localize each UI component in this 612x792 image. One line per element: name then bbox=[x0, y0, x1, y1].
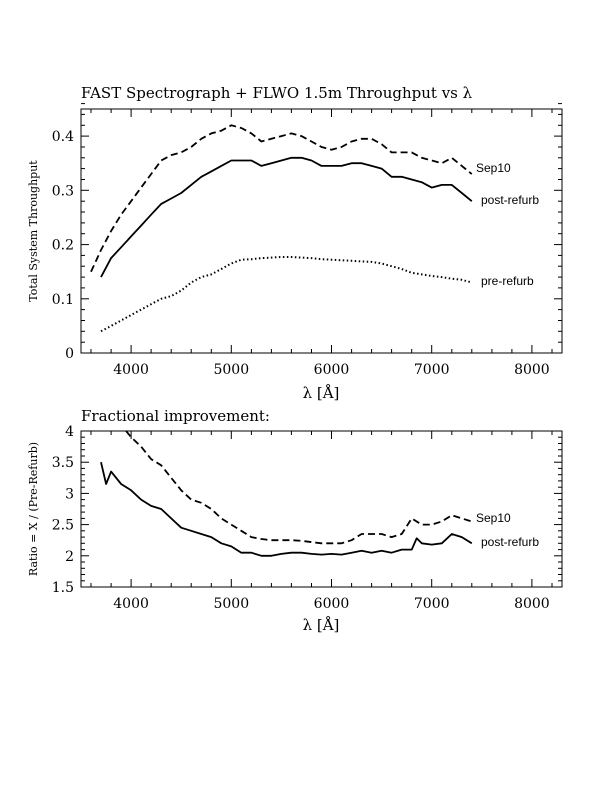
bottom-x-tick-label-6000: 6000 bbox=[314, 596, 350, 612]
top-series-post-refurb bbox=[100, 156, 473, 278]
bottom-series-sep10 bbox=[125, 430, 473, 545]
bottom-y-tick-label-5: 4 bbox=[65, 424, 74, 440]
bottom-axis-ticks bbox=[81, 430, 562, 588]
top-x-tick-label-8000: 8000 bbox=[514, 362, 550, 378]
bottom-y-axis-label: Ratio = X / (Pre-Refurb) bbox=[27, 442, 40, 576]
top-series-lines bbox=[90, 124, 473, 333]
top-x-tick-label-6000: 6000 bbox=[314, 362, 350, 378]
bottom-annotation-post-refurb: post-refurb bbox=[481, 535, 539, 549]
top-annotation-pre-refurb: pre-refurb bbox=[481, 274, 534, 288]
top-annotation-post-refurb: post-refurb bbox=[481, 193, 539, 207]
top-series-pre-refurb bbox=[100, 256, 473, 333]
bottom-y-tick-label-4: 3.5 bbox=[52, 455, 74, 471]
top-x-tick-label-7000: 7000 bbox=[414, 362, 450, 378]
top-y-tick-labels: 0 0.1 0.2 0.3 0.4 bbox=[52, 129, 74, 362]
bottom-y-tick-label-0: 1.5 bbox=[52, 580, 74, 596]
throughput-chart: FAST Spectrograph + FLWO 1.5m Throughput… bbox=[27, 84, 563, 402]
top-x-tick-labels: 4000 5000 6000 7000 8000 bbox=[113, 362, 549, 378]
top-x-tick-label-4000: 4000 bbox=[113, 362, 149, 378]
top-x-axis-label: λ [Å] bbox=[303, 384, 340, 402]
bottom-x-tick-label-5000: 5000 bbox=[213, 596, 249, 612]
top-chart-title: FAST Spectrograph + FLWO 1.5m Throughput… bbox=[81, 84, 473, 102]
top-y-axis-label: Total System Throughput bbox=[27, 160, 40, 302]
bottom-y-tick-labels: 1.5 2 2.5 3 3.5 4 bbox=[52, 424, 74, 596]
top-axis-ticks bbox=[81, 103, 562, 354]
top-series-sep10 bbox=[90, 124, 473, 273]
bottom-series-lines bbox=[100, 430, 473, 557]
top-x-tick-label-5000: 5000 bbox=[213, 362, 249, 378]
ratio-chart: Fractional improvement: 1.5 2 2.5 3 3.5 4 400… bbox=[27, 407, 563, 634]
top-y-tick-label-3: 0.3 bbox=[52, 183, 74, 199]
top-y-tick-label-2: 0.2 bbox=[52, 238, 74, 254]
bottom-series-post-refurb bbox=[100, 461, 473, 557]
bottom-annotation-sep10: Sep10 bbox=[476, 511, 511, 525]
bottom-y-tick-label-3: 3 bbox=[65, 486, 74, 502]
top-y-tick-label-4: 0.4 bbox=[52, 129, 74, 145]
bottom-x-tick-labels: 4000 5000 6000 7000 8000 bbox=[113, 596, 549, 612]
bottom-plot-frame bbox=[80, 430, 563, 588]
bottom-y-tick-label-2: 2.5 bbox=[52, 518, 74, 534]
bottom-chart-title: Fractional improvement: bbox=[81, 407, 270, 425]
top-y-tick-label-1: 0.1 bbox=[52, 292, 74, 308]
top-y-tick-label-0: 0 bbox=[65, 346, 74, 362]
top-plot-frame bbox=[80, 108, 563, 354]
bottom-y-tick-label-1: 2 bbox=[65, 549, 74, 565]
top-annotation-sep10: Sep10 bbox=[476, 161, 511, 175]
bottom-x-tick-label-8000: 8000 bbox=[514, 596, 550, 612]
bottom-x-tick-label-7000: 7000 bbox=[414, 596, 450, 612]
bottom-x-tick-label-4000: 4000 bbox=[113, 596, 149, 612]
bottom-x-axis-label: λ [Å] bbox=[303, 616, 340, 634]
